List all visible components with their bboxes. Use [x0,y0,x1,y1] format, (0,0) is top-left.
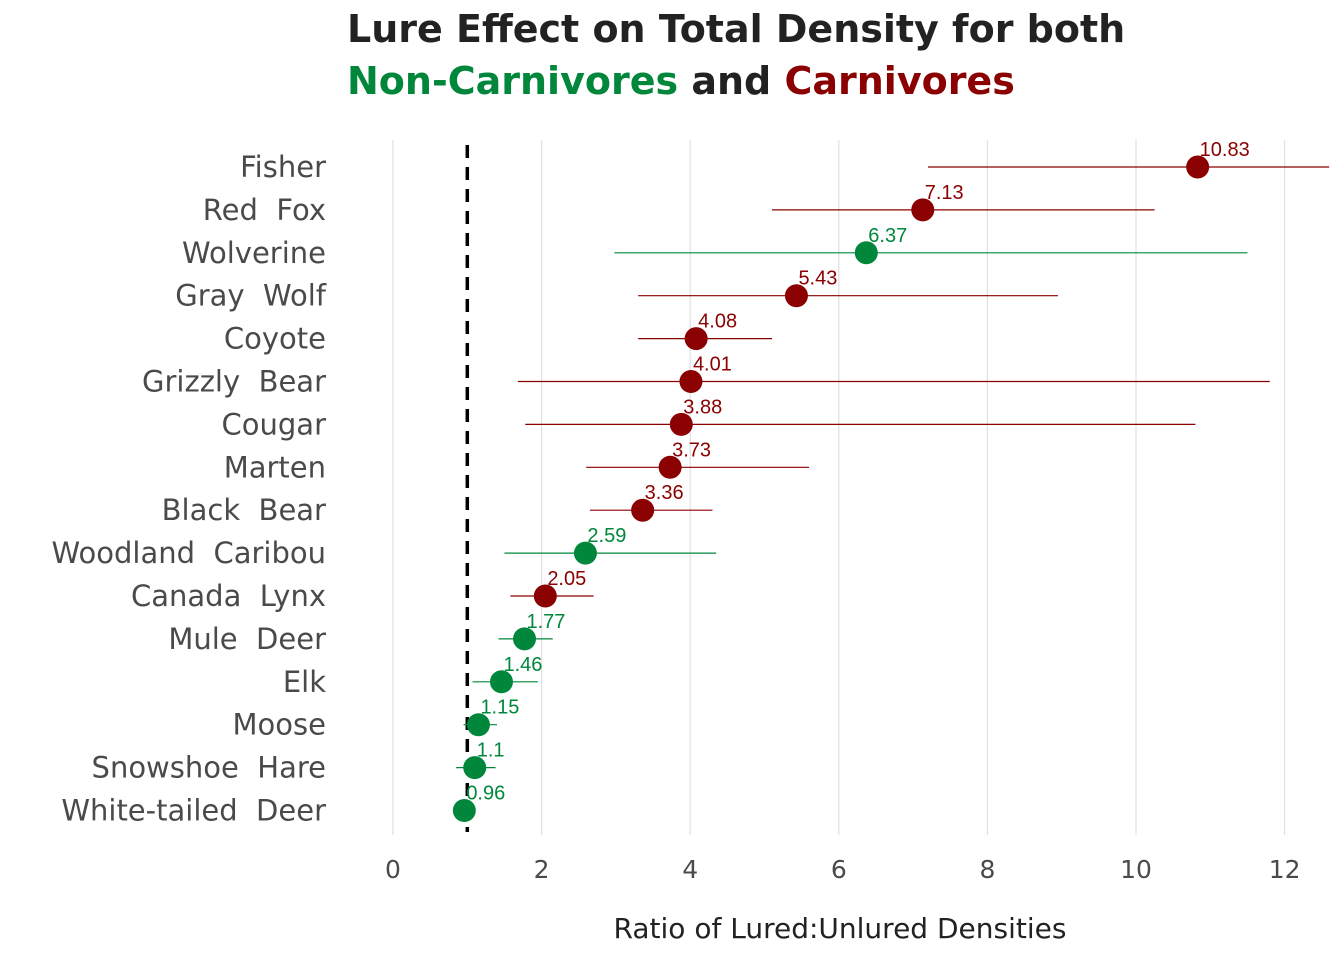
y-tick-label: Mule Deer [168,622,326,656]
data-label: 1.46 [503,654,542,676]
data-point [631,498,655,522]
data-label: 6.37 [868,225,907,247]
y-tick-label: Red Fox [203,193,326,227]
chart-title-line2: Non-Carnivores and Carnivores [347,62,1015,100]
data-point [533,584,557,608]
data-point [684,327,708,351]
y-tick-label: Fisher [240,150,326,184]
data-point [669,412,693,436]
y-tick-label: Grizzly Bear [142,365,326,399]
y-tick-label: Cougar [222,407,327,441]
data-point [854,241,878,265]
chart-title-line1: Lure Effect on Total Density for both [347,10,1125,48]
y-tick-label: Black Bear [162,493,326,527]
data-label: 1.15 [480,697,519,719]
data-point [452,799,476,822]
data-point [679,370,703,393]
data-label: 4.01 [693,354,732,376]
x-tick-label: 0 [385,855,401,884]
y-tick-label: Canada Lynx [131,579,326,613]
data-point [784,284,808,308]
y-tick-label: White-tailed Deer [61,794,326,828]
y-tick-label: Coyote [224,322,326,356]
y-tick-label: Elk [283,665,326,699]
x-tick-label: 8 [979,855,995,884]
data-label: 7.13 [925,182,964,204]
data-label: 5.43 [798,268,837,290]
x-tick-label: 12 [1269,855,1301,884]
data-point [463,756,487,780]
x-tick-label: 6 [831,855,847,884]
data-label: 1.1 [477,740,505,762]
title-text: Lure Effect on Total Density for both [347,7,1126,51]
title-and: and [691,59,772,103]
data-label: 2.05 [547,568,586,590]
data-point [489,670,513,694]
data-point [1186,155,1210,179]
y-tick-label: Wolverine [182,236,326,270]
title-carnivores: Carnivores [784,59,1015,103]
data-label: 2.59 [587,525,626,547]
data-label: 0.96 [466,783,505,805]
data-point [513,627,537,651]
y-tick-label: Woodland Caribou [52,536,326,570]
data-label: 3.88 [683,396,722,418]
data-label: 4.08 [698,311,737,333]
x-tick-label: 2 [534,855,550,884]
x-axis-title: Ratio of Lured:Unlured Densities [614,912,1067,945]
data-label: 10.83 [1200,139,1250,161]
data-label: 3.36 [645,482,684,504]
y-tick-label: Moose [233,708,326,742]
data-label: 1.77 [527,611,566,633]
y-tick-label: Marten [224,450,326,484]
data-point [466,713,490,737]
y-tick-label: Snowshoe Hare [92,751,326,785]
x-tick-label: 10 [1120,855,1152,884]
x-tick-label: 4 [682,855,698,884]
y-tick-label: Gray Wolf [175,279,327,313]
title-noncarnivores: Non-Carnivores [347,59,679,103]
data-point [573,541,597,565]
data-point [658,455,682,479]
data-label: 3.73 [672,439,711,461]
data-point [911,198,935,222]
